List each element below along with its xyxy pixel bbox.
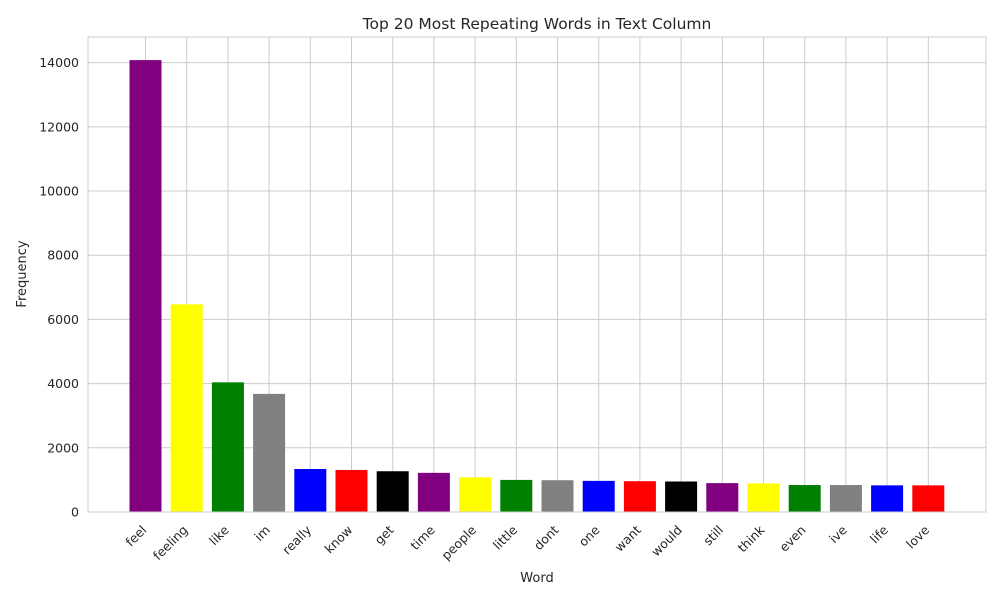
- y-tick-label: 14000: [39, 55, 79, 70]
- y-axis-label: Frequency: [15, 240, 30, 307]
- x-tick-label: like: [206, 522, 232, 548]
- bar-think: [747, 483, 780, 512]
- bar-even: [788, 485, 821, 512]
- x-tick-label: still: [700, 522, 726, 548]
- x-tick-label: want: [611, 522, 643, 554]
- y-tick-label: 2000: [47, 440, 79, 455]
- x-tick-label: feeling: [150, 522, 191, 563]
- bar-still: [706, 483, 739, 512]
- plot-frame: [87, 36, 987, 513]
- bar-want: [623, 481, 656, 512]
- bar-feeling: [170, 304, 203, 512]
- bar-really: [294, 468, 327, 512]
- x-tick-label: ive: [826, 522, 850, 546]
- x-tick-label: think: [735, 522, 768, 555]
- x-tick-label: life: [867, 522, 891, 546]
- bar-little: [500, 479, 533, 512]
- bar-ive: [829, 485, 862, 512]
- bar-im: [253, 393, 286, 512]
- bar-life: [871, 485, 904, 512]
- y-tick-label: 0: [71, 505, 79, 520]
- y-tick-label: 4000: [47, 376, 79, 391]
- x-tick-label: get: [371, 522, 396, 547]
- grid: [88, 37, 986, 513]
- bar-dont: [541, 480, 574, 512]
- bar-love: [912, 485, 945, 512]
- x-axis-label: Word: [520, 571, 553, 586]
- bar-get: [376, 471, 409, 512]
- x-tick-label: one: [576, 522, 603, 549]
- x-tick-label: would: [648, 522, 685, 559]
- bar-know: [335, 469, 368, 512]
- x-tick-label: know: [321, 522, 355, 556]
- x-tick-label: little: [490, 522, 521, 553]
- x-tick-label: even: [776, 522, 808, 554]
- x-tick-label: people: [438, 522, 479, 563]
- bar-like: [211, 382, 244, 512]
- bar-one: [582, 480, 615, 512]
- bar-people: [459, 477, 492, 512]
- x-tick-label: really: [279, 522, 314, 557]
- chart-title: Top 20 Most Repeating Words in Text Colu…: [362, 15, 712, 33]
- y-tick-labels: 0 2000 4000 6000 8000 10000 12000 14000: [39, 55, 79, 519]
- y-tick-label: 12000: [39, 119, 79, 134]
- bar-time: [417, 472, 450, 512]
- y-tick-label: 6000: [47, 312, 79, 327]
- x-tick-label: time: [407, 522, 438, 553]
- x-tick-label: feel: [122, 522, 149, 549]
- bar-would: [665, 481, 698, 512]
- x-tick-label: im: [251, 522, 273, 544]
- y-tick-label: 10000: [39, 184, 79, 199]
- bar-feel: [129, 60, 162, 513]
- x-tick-label: love: [903, 522, 932, 551]
- x-tick-label: dont: [531, 522, 562, 553]
- y-tick-label: 8000: [47, 248, 79, 263]
- x-tick-labels: feel feeling like im really know get time people…: [122, 522, 932, 563]
- bars: [129, 60, 945, 513]
